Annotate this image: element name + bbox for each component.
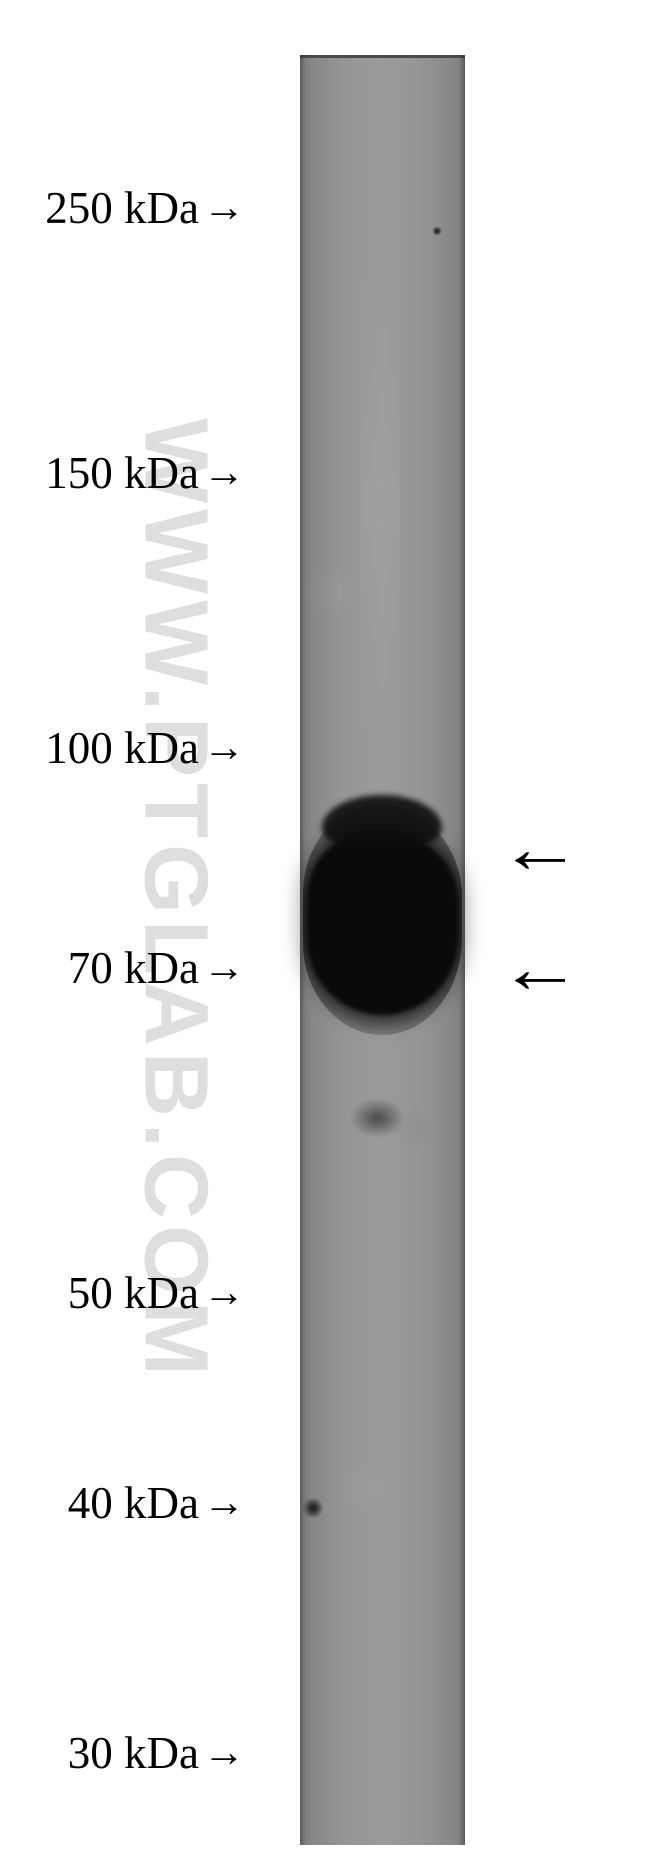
marker-70: 70 kDa → xyxy=(68,942,245,994)
marker-arrow-icon: → xyxy=(203,1729,245,1777)
marker-50: 50 kDa → xyxy=(68,1267,245,1319)
marker-100-text: 100 kDa xyxy=(45,722,199,774)
marker-100: 100 kDa → xyxy=(45,722,245,774)
marker-30-text: 30 kDa xyxy=(68,1727,199,1779)
lane-light-streak xyxy=(360,255,400,755)
marker-arrow-icon: → xyxy=(203,944,245,992)
marker-40: 40 kDa → xyxy=(68,1477,245,1529)
marker-30: 30 kDa → xyxy=(68,1727,245,1779)
marker-70-text: 70 kDa xyxy=(68,942,199,994)
indicator-arrow-lower: ← xyxy=(498,935,582,1005)
marker-arrow-icon: → xyxy=(203,1269,245,1317)
marker-150-text: 150 kDa xyxy=(45,447,199,499)
indicator-arrow-upper: ← xyxy=(498,815,582,885)
marker-50-text: 50 kDa xyxy=(68,1267,199,1319)
marker-150: 150 kDa → xyxy=(45,447,245,499)
blot-figure: WWW.PTGLAB.COM 250 kDa → 150 kDa → 100 k… xyxy=(0,0,650,1855)
band-faint-40 xyxy=(302,1497,324,1519)
band-main-core xyxy=(308,830,458,1015)
band-speck-top xyxy=(432,226,442,236)
marker-arrow-icon: → xyxy=(203,184,245,232)
blot-lane xyxy=(300,55,465,1845)
marker-arrow-icon: → xyxy=(203,1479,245,1527)
band-faint-110 xyxy=(350,1098,405,1138)
marker-arrow-icon: → xyxy=(203,724,245,772)
marker-250-text: 250 kDa xyxy=(45,182,199,234)
marker-arrow-icon: → xyxy=(203,449,245,497)
watermark-text: WWW.PTGLAB.COM xyxy=(124,418,227,1382)
marker-250: 250 kDa → xyxy=(45,182,245,234)
marker-40-text: 40 kDa xyxy=(68,1477,199,1529)
